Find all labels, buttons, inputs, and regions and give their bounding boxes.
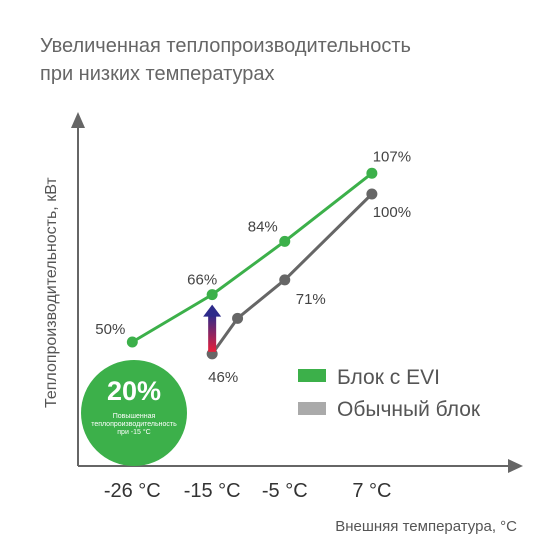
x-tick-labels: -26 °C -15 °C -5 °C 7 °C <box>104 480 392 502</box>
badge-line-3: при -15 °С <box>117 428 150 436</box>
chart-title-line-2: при низких температурах <box>40 63 275 85</box>
series-regular: 46% 71% 100% <box>206 188 411 386</box>
data-point <box>232 312 244 324</box>
data-label: 46% <box>208 369 238 386</box>
legend-label-evi: Блок с EVI <box>337 366 440 389</box>
data-label: 84% <box>248 218 278 235</box>
data-label: 50% <box>95 321 125 338</box>
data-label: 71% <box>296 291 326 308</box>
y-axis-arrowhead <box>71 112 85 128</box>
series-layer: 50% 66% 84% 107% 46% 71% 100% <box>95 148 411 386</box>
series-line-regular <box>210 192 373 355</box>
axes <box>71 112 523 473</box>
x-axis-arrowhead <box>508 459 523 473</box>
data-label: 66% <box>187 272 217 289</box>
arrow-shaft <box>208 314 217 352</box>
data-point <box>366 188 378 200</box>
data-point <box>206 289 218 301</box>
legend-label-regular: Обычный блок <box>337 398 481 421</box>
improvement-arrow <box>203 304 222 352</box>
data-point <box>366 167 378 179</box>
badge-value: 20% <box>107 376 161 406</box>
x-tick-label: 7 °C <box>352 480 391 502</box>
series-evi: 50% 66% 84% 107% <box>95 148 411 348</box>
legend: Блок с EVI Обычный блок <box>298 366 481 421</box>
chart-title-line-1: Увеличенная теплопроизводительность <box>40 35 411 57</box>
data-label: 107% <box>373 148 411 165</box>
x-tick-label: -26 °C <box>104 480 161 502</box>
badge-line-1: Повышенная <box>113 413 156 420</box>
data-point <box>279 235 291 247</box>
badge: 20% Повышенная теплопроизводительность п… <box>81 360 187 466</box>
badge-circle <box>81 360 187 466</box>
x-axis-label: Внешняя температура, °С <box>335 518 517 535</box>
legend-swatch-regular <box>298 402 326 415</box>
data-point <box>279 274 291 286</box>
x-tick-label: -5 °C <box>262 480 308 502</box>
badge-line-2: теплопроизводительность <box>91 421 177 428</box>
legend-swatch-evi <box>298 369 326 382</box>
data-point <box>126 336 138 348</box>
data-label: 100% <box>373 204 411 221</box>
y-axis-label: Теплопроизводительность, кВт <box>43 177 60 408</box>
x-tick-label: -15 °C <box>184 480 241 502</box>
series-line-evi <box>131 172 373 344</box>
arrow-head <box>203 304 222 317</box>
